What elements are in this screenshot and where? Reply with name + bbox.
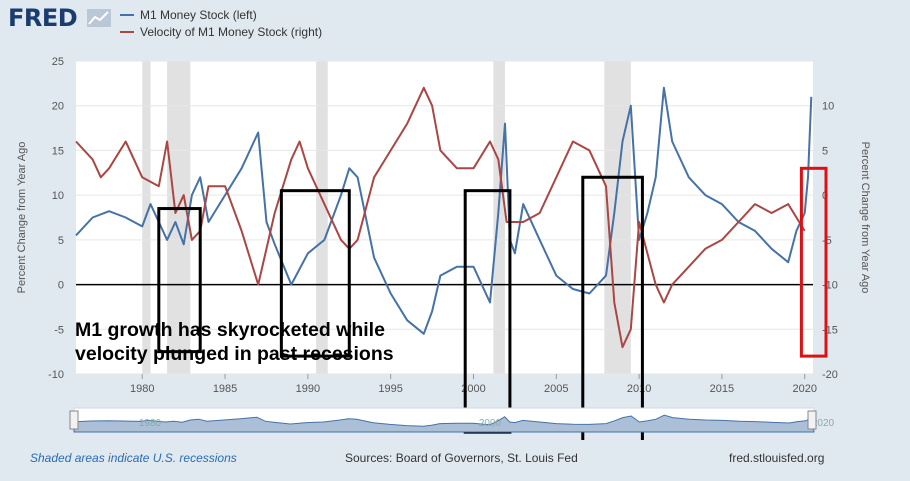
navigator-handle-left[interactable] [69,410,79,430]
x-tick-label: 1990 [296,383,320,395]
y-right-tick-label: 10 [822,101,834,113]
y-left-tick-label: 20 [52,101,64,113]
source-text: Sources: Board of Governors, St. Louis F… [345,451,578,465]
y-left-tick-label: 0 [58,280,64,292]
navigator-series [73,414,815,433]
annotation-line-1: M1 growth has skyrocketed while [75,319,385,341]
y-right-tick-label: -15 [822,324,838,336]
y-left-axis-title: Percent Change from Year Ago [16,142,28,294]
navigator-label: 2020 [812,418,835,429]
recession-band [316,61,328,374]
y-left-tick-label: 15 [52,145,64,157]
highlight-box [581,175,644,440]
navigator-label: 2000 [479,418,502,429]
x-tick-label: 2020 [792,383,816,395]
y-right-tick-label: -10 [822,280,838,292]
recession-band [493,61,505,374]
recession-band [167,61,191,374]
x-tick-label: 2000 [461,383,485,395]
site-link[interactable]: fred.stlouisfed.org [729,451,825,465]
recession-note: Shaded areas indicate U.S. recessions [30,451,237,465]
legend-item-velocity[interactable]: Velocity of M1 Money Stock (right) [120,23,322,40]
fred-logo[interactable]: FRED [8,4,78,32]
chart-legend: M1 Money Stock (left) Velocity of M1 Mon… [120,6,322,40]
annotation-line-2: velocity plunged in past recesions [75,343,394,365]
navigator-handle-right[interactable] [807,410,817,430]
highlight-box [157,207,202,354]
x-tick-label: 1985 [213,383,237,395]
legend-label-m1: M1 Money Stock (left) [140,7,257,22]
line-chart-icon [87,9,111,27]
legend-swatch-m1 [120,13,134,16]
legend-item-m1[interactable]: M1 Money Stock (left) [120,6,322,23]
x-tick-label: 1980 [130,383,154,395]
y-right-tick-label: 5 [822,145,828,157]
x-tick-label: 2005 [544,383,568,395]
legend-label-velocity: Velocity of M1 Money Stock (right) [140,24,323,39]
x-tick-label: 1995 [378,383,402,395]
y-left-tick-label: 5 [58,235,64,247]
range-navigator [73,407,815,433]
navigator-label: 1980 [139,418,162,429]
legend-swatch-velocity [120,30,134,33]
y-left-tick-label: 25 [52,56,64,68]
y-right-tick-label: -20 [822,369,838,381]
y-left-tick-label: 10 [52,190,64,202]
y-left-tick-label: -5 [54,324,64,336]
y-left-tick-label: -10 [48,369,64,381]
chart-annotation: M1 growth has skyrocketed while velocity… [75,318,394,366]
x-tick-label: 2015 [710,383,734,395]
highlight-box [279,189,351,358]
highlight-box [799,166,828,358]
x-tick-label: 2010 [627,383,651,395]
series-line-m1 [75,86,813,335]
y-right-axis-title: Percent Change from Year Ago [859,142,871,294]
